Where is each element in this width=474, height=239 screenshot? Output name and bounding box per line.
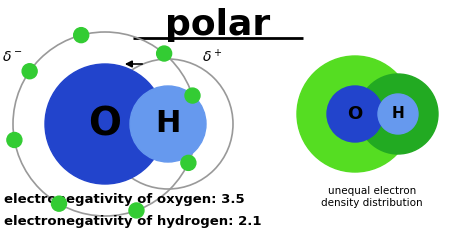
Circle shape [22, 64, 37, 79]
Text: electronegativity of oxygen: 3.5: electronegativity of oxygen: 3.5 [4, 192, 245, 206]
Circle shape [45, 64, 165, 184]
Text: $\delta^+$: $\delta^+$ [202, 48, 222, 66]
Text: H: H [155, 109, 181, 138]
Text: O: O [89, 105, 121, 143]
Circle shape [52, 196, 66, 211]
Text: polar: polar [165, 8, 271, 42]
Circle shape [73, 28, 89, 43]
Circle shape [358, 74, 438, 154]
Text: electronegativity of hydrogen: 2.1: electronegativity of hydrogen: 2.1 [4, 214, 262, 228]
Circle shape [297, 56, 413, 172]
Circle shape [156, 46, 172, 61]
Circle shape [7, 132, 22, 147]
Circle shape [129, 203, 144, 218]
Circle shape [130, 86, 206, 162]
Text: H: H [392, 107, 404, 121]
Circle shape [185, 88, 200, 103]
Text: $\delta^-$: $\delta^-$ [2, 50, 22, 64]
Circle shape [378, 94, 418, 134]
Circle shape [181, 155, 196, 170]
Text: unequal electron
density distribution: unequal electron density distribution [321, 186, 423, 208]
Text: O: O [347, 105, 363, 123]
Circle shape [327, 86, 383, 142]
